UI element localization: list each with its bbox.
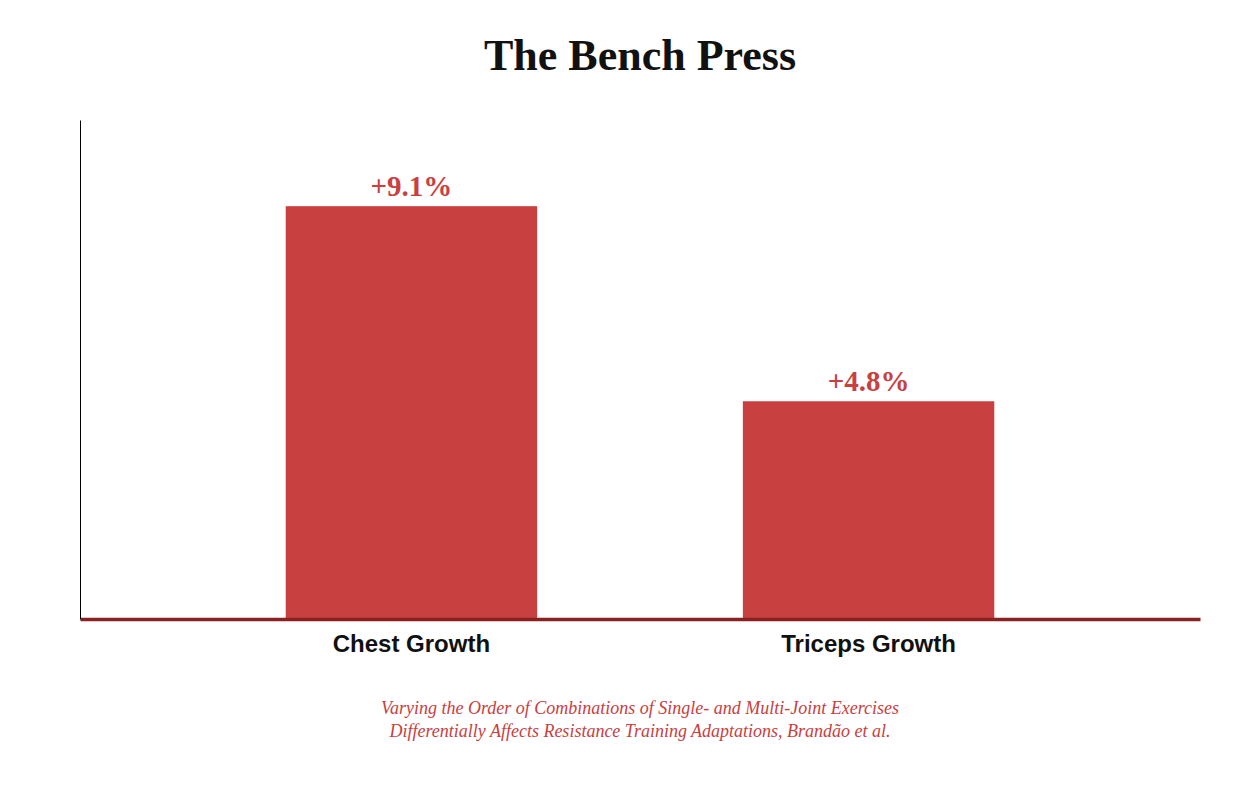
x-tick: Triceps Growth [781, 630, 956, 657]
bar [286, 206, 537, 619]
chart: Chest Growth Triceps Growth +9.1% +4.8% The … [0, 0, 1260, 789]
x-tick-label: Triceps Growth [781, 630, 956, 657]
data-label: +4.8% [828, 365, 910, 397]
annotation: Varying the Order of Combinations of Sin… [381, 698, 899, 741]
bar [743, 401, 994, 619]
x-tick-label: Chest Growth [333, 630, 490, 657]
title: The Bench Press [484, 31, 796, 80]
x-axis-line [81, 618, 1201, 622]
data-labels: +9.1% +4.8% [371, 170, 910, 397]
data-label: +9.1% [371, 170, 453, 202]
annotation-line: Differentially Affects Resistance Traini… [388, 721, 890, 741]
x-tick: Chest Growth [333, 630, 490, 657]
y-axis [80, 121, 81, 620]
bars [286, 206, 995, 619]
x-axis: Chest Growth Triceps Growth [81, 620, 1201, 658]
annotation-line: Varying the Order of Combinations of Sin… [381, 698, 899, 718]
plot: Chest Growth Triceps Growth +9.1% +4.8% [81, 121, 1201, 658]
y-axis-line [80, 121, 81, 620]
